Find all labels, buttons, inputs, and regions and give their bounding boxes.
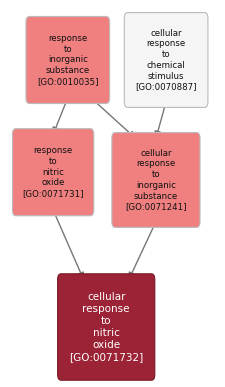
FancyBboxPatch shape bbox=[12, 128, 93, 216]
Text: cellular
response
to
inorganic
substance
[GO:0071241]: cellular response to inorganic substance… bbox=[125, 149, 186, 211]
Text: response
to
nitric
oxide
[GO:0071731]: response to nitric oxide [GO:0071731] bbox=[22, 146, 83, 198]
FancyBboxPatch shape bbox=[124, 13, 207, 108]
Text: response
to
inorganic
substance
[GO:0010035]: response to inorganic substance [GO:0010… bbox=[37, 34, 98, 86]
FancyBboxPatch shape bbox=[111, 132, 199, 227]
Text: cellular
response
to
chemical
stimulus
[GO:0070887]: cellular response to chemical stimulus [… bbox=[135, 29, 196, 91]
Text: cellular
response
to
nitric
oxide
[GO:0071732]: cellular response to nitric oxide [GO:00… bbox=[69, 292, 143, 362]
FancyBboxPatch shape bbox=[57, 274, 154, 380]
FancyBboxPatch shape bbox=[26, 17, 109, 104]
